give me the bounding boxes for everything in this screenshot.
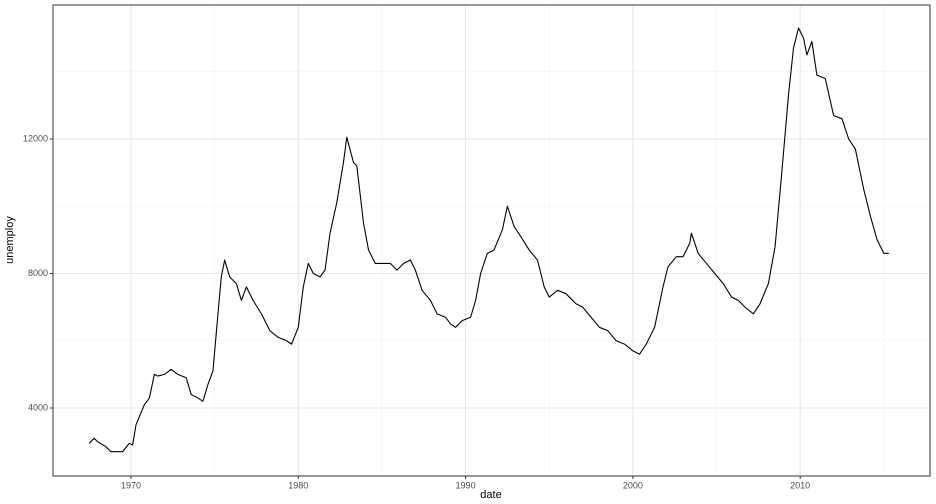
x-axis-label: date [480,489,501,501]
y-tick-label: 12000 [23,133,48,143]
plot-border [52,4,931,477]
y-tick-label: 8000 [28,268,48,278]
data-line [88,27,889,453]
x-tick-label: 2000 [623,480,643,490]
x-tick-label: 2010 [790,480,810,490]
x-tick-label: 1990 [456,480,476,490]
x-tick-label: 1980 [288,480,308,490]
y-tick-label: 4000 [28,402,48,412]
y-axis-label: unemploy [4,216,16,264]
x-tick-label: 1970 [121,480,141,490]
